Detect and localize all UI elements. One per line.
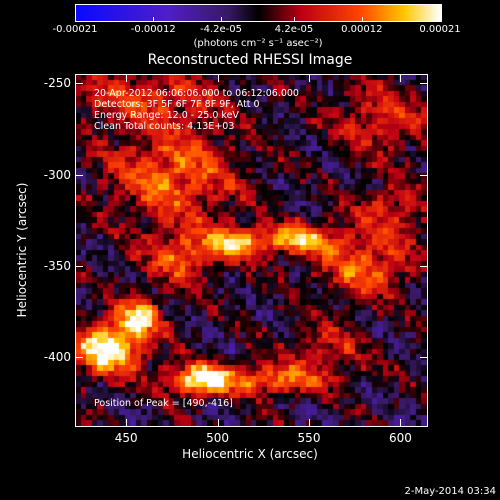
x-tick-label: 450 [114,431,138,445]
annotation-peak-position: Position of Peak = [490,-416] [94,398,233,409]
annotation-energy-range: Energy Range: 12.0 - 25.0 keV [94,110,239,121]
colorbar-tick-label: -0.00021 [52,24,98,35]
colorbar-tick-mark [153,17,155,21]
x-tick-mark [126,419,128,426]
annotation-time-range: 20-Apr-2012 06:06:06.000 to 06:12:06.000 [94,88,299,99]
y-tick-label: -400 [43,350,71,365]
colorbar-tick-label: -0.00012 [130,24,176,35]
y-tick-label: -250 [43,76,71,91]
y-tick-mark [76,83,83,85]
footer-date: 2-May-2014 03:34 [404,486,496,497]
chart-title: Reconstructed RHESSI Image [147,52,353,68]
y-tick-label: -350 [43,258,71,273]
y-tick-mark [76,174,83,176]
colorbar-tick-label: 0.00012 [341,24,383,35]
annotation-detectors: Detectors: 3F 5F 6F 7F 8F 9F, Att 0 [94,99,260,110]
x-tick-mark [400,75,402,82]
y-tick-mark [420,83,427,85]
y-tick-mark [420,174,427,176]
colorbar-tick-mark [294,17,295,21]
y-tick-mark [420,265,427,267]
x-tick-mark [309,75,310,82]
x-tick-label: 500 [206,431,230,445]
y-tick-label: -300 [43,167,71,182]
x-tick-mark [400,419,402,426]
y-tick-mark [76,357,83,359]
colorbar-tick-mark [75,17,76,21]
x-tick-mark [217,419,219,426]
y-axis-label: Heliocentric Y (arcsec) [15,182,29,318]
heatmap-image [76,75,427,426]
colorbar-tick-label: -4.2e-05 [200,24,242,35]
colorbar-tick-mark [221,17,222,21]
colorbar-tick-mark [440,17,441,21]
x-tick-mark [126,75,128,82]
plot-area: 20-Apr-2012 06:06:06.000 to 06:12:06.000… [75,74,428,427]
colorbar-tick-mark [361,17,363,21]
colorbar [75,4,442,22]
x-tick-label: 550 [297,431,321,445]
x-tick-mark [309,419,310,426]
x-tick-mark [217,75,219,82]
colorbar-tick-label: 0.00021 [419,24,461,35]
annotation-clean-counts: Clean Total counts: 4.13E+03 [94,121,235,132]
colorbar-unit-label: (photons cm⁻² s⁻¹ asec⁻²) [193,38,323,49]
y-tick-mark [76,265,83,267]
x-tick-label: 600 [388,431,412,445]
y-tick-mark [420,357,427,359]
colorbar-tick-label: 4.2e-05 [274,24,314,35]
x-axis-label: Heliocentric X (arcsec) [182,447,318,461]
